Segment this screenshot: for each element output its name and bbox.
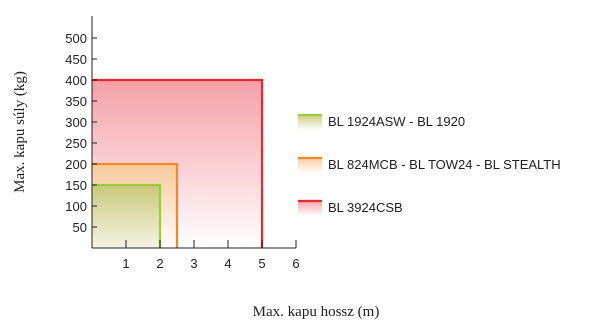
legend-swatch xyxy=(298,114,322,130)
legend-swatch xyxy=(298,200,322,216)
y-axis-title: Max. kapu súly (kg) xyxy=(12,71,28,193)
x-tick-label: 2 xyxy=(156,256,163,271)
x-tick-label: 5 xyxy=(258,256,265,271)
y-tick-label: 250 xyxy=(65,136,87,151)
legend-swatch xyxy=(298,157,322,173)
y-tick-label: 500 xyxy=(65,31,87,46)
legend-label: BL 1924ASW - BL 1920 xyxy=(328,114,465,129)
x-tick-label: 1 xyxy=(122,256,129,271)
y-tick-label: 150 xyxy=(65,178,87,193)
x-tick-label: 6 xyxy=(292,256,299,271)
y-tick-label: 450 xyxy=(65,52,87,67)
x-axis-title: Max. kapu hossz (m) xyxy=(253,304,380,320)
y-tick-label: 100 xyxy=(65,199,87,214)
y-tick-label: 400 xyxy=(65,73,87,88)
x-tick-label: 3 xyxy=(190,256,197,271)
y-tick-label: 350 xyxy=(65,94,87,109)
y-tick-label: 50 xyxy=(73,220,87,235)
area-border-2 xyxy=(92,183,162,248)
area-fill-2 xyxy=(92,185,160,248)
legend-label: BL 3924CSB xyxy=(328,200,403,215)
capacity-areas xyxy=(92,78,264,248)
x-tick-label: 4 xyxy=(224,256,231,271)
area-border-0 xyxy=(92,78,264,248)
y-tick-label: 300 xyxy=(65,115,87,130)
y-tick-label: 200 xyxy=(65,157,87,172)
legend-label: BL 824MCB - BL TOW24 - BL STEALTH xyxy=(328,157,561,172)
legend: BL 1924ASW - BL 1920 BL 824MCB - BL TOW24… xyxy=(298,113,561,216)
y-ticks: 50 100 150 200 250 300 350 400 450 500 xyxy=(65,31,97,235)
x-ticks: 1 2 3 4 5 6 xyxy=(122,240,300,271)
area-border-1 xyxy=(92,162,179,248)
